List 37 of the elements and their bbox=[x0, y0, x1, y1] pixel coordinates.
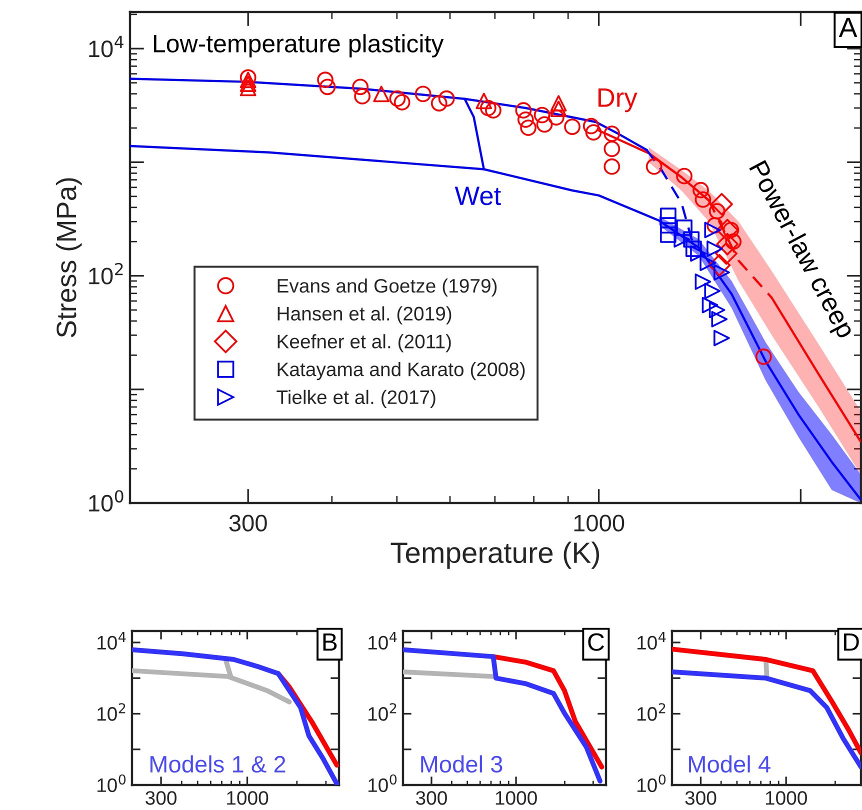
y-tick-label: 10$^{0}$ bbox=[368, 774, 397, 792]
annotation: Model 3 bbox=[421, 755, 502, 773]
legend-label: Keefner et al. (2011) bbox=[278, 334, 451, 352]
y-tick-label: 10$^{4}$ bbox=[368, 632, 397, 650]
y-tick-label: 10$^{0}$ bbox=[89, 490, 124, 512]
y-tick-label: 10$^{2}$ bbox=[368, 703, 396, 721]
y-tick-label: 10$^{4}$ bbox=[638, 632, 666, 650]
annotation: B bbox=[323, 633, 337, 651]
y-tick-label: 10$^{0}$ bbox=[98, 774, 126, 792]
annotation: Dry bbox=[598, 88, 638, 112]
x-tick-label: 1000 bbox=[227, 791, 268, 805]
y-tick-label: 10$^{2}$ bbox=[89, 262, 123, 284]
legend-label: Hansen et al. (2019) bbox=[278, 306, 452, 324]
annotation: Wet bbox=[454, 186, 501, 206]
annotation: C bbox=[588, 633, 604, 651]
annotation: A bbox=[838, 18, 858, 38]
y-tick-label: 10$^{2}$ bbox=[638, 703, 666, 721]
y-tick-label: 10$^{4}$ bbox=[89, 36, 124, 58]
x-tick-label: 300 bbox=[146, 791, 176, 805]
annotation: Model 4 bbox=[689, 755, 770, 773]
y-tick-label: 10$^{4}$ bbox=[98, 632, 126, 650]
x-tick-label: 1000 bbox=[766, 791, 807, 805]
y-axis-title: Stress (MPa) bbox=[56, 178, 82, 338]
legend-label: Tielke et al. (2017) bbox=[276, 390, 436, 408]
annotation: Low-temperature plasticity bbox=[154, 34, 444, 58]
x-axis-title: Temperature (K) bbox=[390, 542, 600, 569]
legend-label: Evans and Goetze (1979) bbox=[278, 278, 497, 297]
x-tick-label: 300 bbox=[685, 791, 716, 805]
x-tick-label: 300 bbox=[416, 791, 447, 805]
x-tick-label: 300 bbox=[229, 514, 267, 532]
x-tick-label: 1000 bbox=[496, 791, 537, 805]
annotation: D bbox=[844, 633, 859, 651]
x-tick-label: 1000 bbox=[574, 514, 624, 532]
legend-label: Katayama and Karato (2008) bbox=[278, 362, 525, 380]
annotation: Models 1 & 2 bbox=[150, 755, 286, 773]
y-tick-label: 10$^{0}$ bbox=[638, 774, 666, 792]
y-tick-label: 10$^{2}$ bbox=[98, 703, 126, 721]
